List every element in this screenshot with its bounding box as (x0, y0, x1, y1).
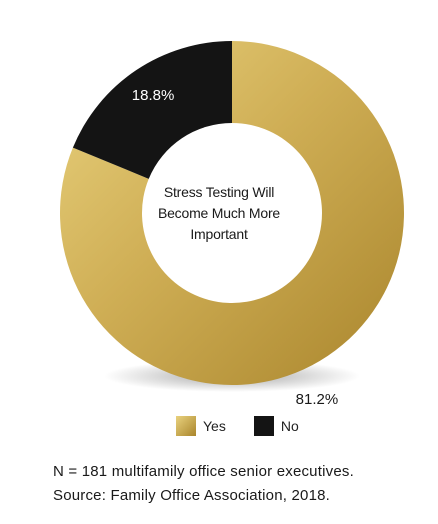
center-label-line: Important (190, 226, 248, 242)
footnote-source: Source: Family Office Association, 2018. (53, 487, 331, 504)
legend: Yes No (176, 416, 327, 436)
legend-item-no: No (253, 416, 299, 436)
center-label-line: Become Much More (157, 205, 281, 221)
legend-label-yes: Yes (203, 418, 226, 434)
slice-value-label-yes: 81.2% (296, 391, 339, 408)
center-label-line: Stress Testing Will (163, 184, 275, 200)
footnote-sample-size: N = 181 multifamily office senior execut… (53, 463, 354, 480)
legend-swatch-yes (176, 416, 196, 436)
legend-item-yes: Yes (176, 416, 226, 436)
footnote: N = 181 multifamily office senior execut… (53, 460, 354, 508)
legend-label-no: No (280, 418, 299, 434)
legend-swatch-no (253, 416, 274, 436)
slice-value-label-no: 18.8% (132, 87, 175, 104)
donut-slice-no (72, 41, 232, 179)
donut-slice-yes (59, 41, 404, 385)
donut-center-label: Stress Testing Will Become Much More Imp… (140, 182, 298, 245)
